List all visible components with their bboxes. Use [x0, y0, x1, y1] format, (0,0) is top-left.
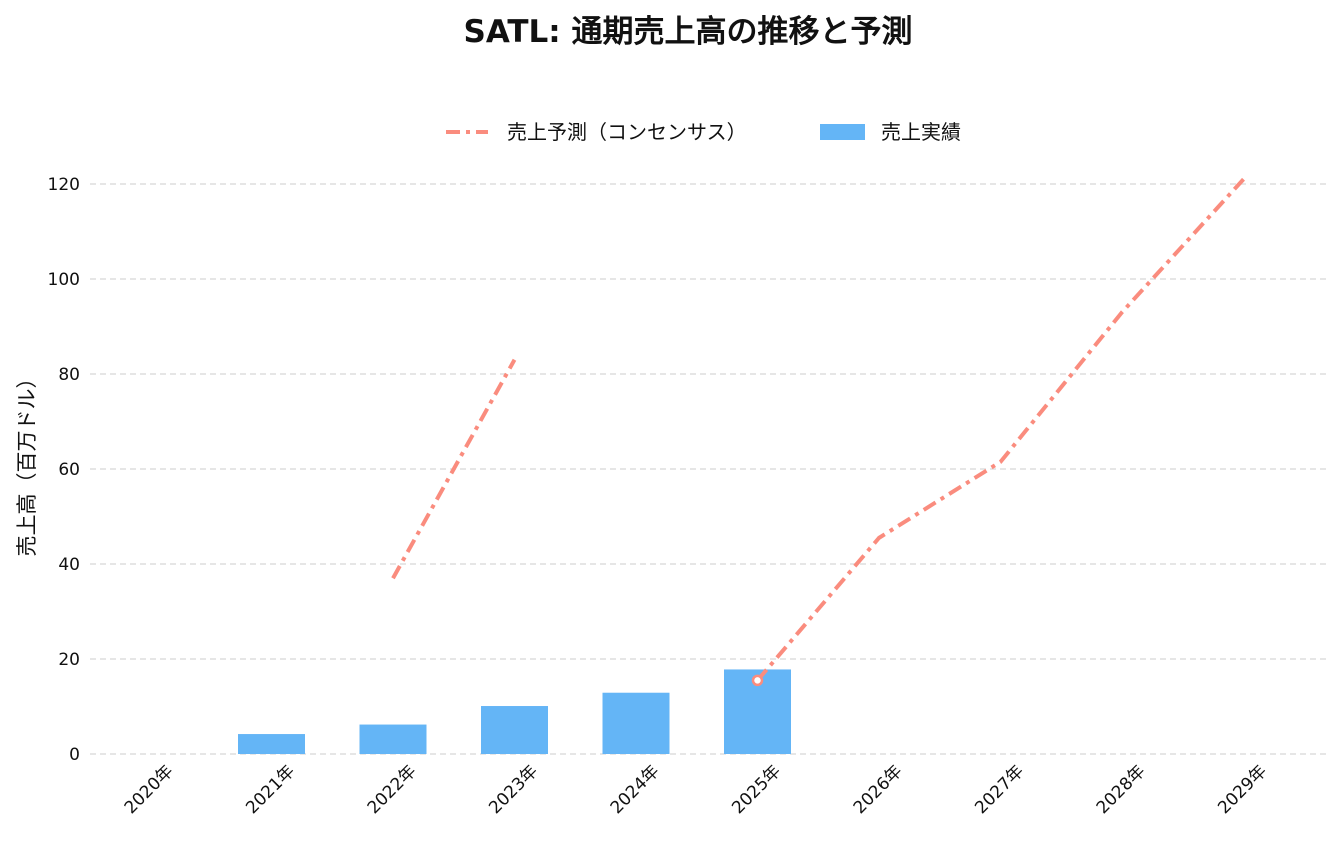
x-tick-label: 2024年 — [607, 761, 664, 818]
bar-actual-2024年 — [603, 693, 670, 754]
x-tick-label: 2021年 — [242, 761, 299, 818]
y-tick-label: 120 — [48, 175, 80, 195]
x-tick-label: 2026年 — [850, 761, 907, 818]
x-tick-label: 2020年 — [121, 761, 178, 818]
legend-actual-label: 売上実績 — [881, 120, 961, 144]
bar-actual-2021年 — [238, 734, 305, 754]
y-tick-label: 20 — [58, 650, 80, 670]
y-tick-label: 0 — [69, 745, 80, 765]
legend-forecast-label: 売上予測（コンセンサス） — [507, 120, 747, 144]
y-axis-ticks: 0 20 40 60 80 100 120 — [48, 175, 80, 765]
actual-bars — [238, 669, 791, 754]
x-tick-label: 2028年 — [1093, 761, 1150, 818]
chart-title: SATL: 通期売上高の推移と予測 — [464, 14, 913, 50]
grid — [90, 184, 1330, 754]
legend: 売上予測（コンセンサス） 売上実績 — [446, 120, 961, 144]
y-tick-label: 40 — [58, 555, 80, 575]
y-tick-label: 100 — [48, 270, 80, 290]
markers — [753, 676, 762, 685]
y-axis-label: 売上高（百万ドル） — [15, 368, 39, 557]
y-tick-label: 80 — [58, 365, 80, 385]
y-tick-label: 60 — [58, 460, 80, 480]
legend-actual-swatch — [820, 124, 865, 140]
x-tick-label: 2029年 — [1214, 761, 1271, 818]
x-tick-label: 2023年 — [485, 761, 542, 818]
bar-actual-2022年 — [360, 725, 427, 754]
forecast-lines — [393, 179, 1244, 680]
forecast-line-segment-2 — [758, 179, 1244, 680]
x-tick-label: 2025年 — [728, 761, 785, 818]
bar-actual-2023年 — [481, 706, 548, 754]
x-axis-ticks: 2020年 2021年 2022年 2023年 2024年 2025年 2026年 2027年… — [121, 761, 1271, 818]
x-tick-label: 2022年 — [364, 761, 421, 818]
forecast-start-marker — [753, 676, 762, 685]
x-tick-label: 2027年 — [971, 761, 1028, 818]
